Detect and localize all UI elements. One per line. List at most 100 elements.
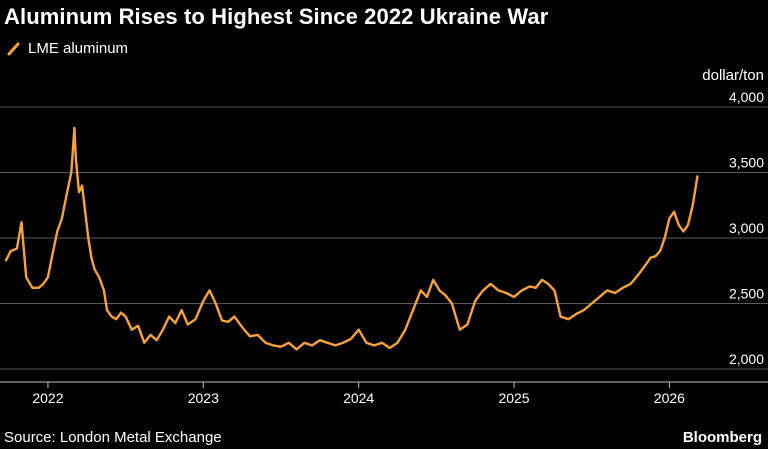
data-point-53 [295,348,298,350]
data-point-16 [78,191,80,193]
data-point-101 [650,257,652,259]
data-point-97 [622,287,624,289]
data-point-60 [350,338,352,340]
data-point-75 [459,329,461,331]
data-point-88 [553,289,556,291]
data-point-98 [630,283,632,285]
series-points [5,127,699,350]
source-note: Source: London Metal Exchange [4,429,222,446]
data-point-19 [87,237,89,239]
data-point-100 [645,263,647,265]
data-point-84 [529,285,531,288]
data-point-11 [61,217,63,219]
data-point-37 [181,309,183,311]
data-point-83 [521,289,523,291]
y-tick-label-4000: 4,000 [729,89,764,105]
data-point-28 [125,316,127,318]
y-tick-label-2000: 2,000 [729,351,764,367]
data-point-85 [535,287,537,289]
data-point-94 [598,296,601,298]
data-point-34 [162,329,164,331]
data-point-48 [257,334,259,336]
data-point-18 [84,211,86,213]
series-layer [4,126,699,351]
data-point-106 [673,211,675,213]
data-point-63 [373,344,375,346]
data-point-44 [227,321,229,323]
data-point-65 [389,347,391,349]
data-point-108 [682,230,685,232]
data-point-0 [5,259,7,261]
data-point-70 [426,296,428,298]
data-point-23 [103,289,105,291]
data-point-42 [215,302,217,305]
data-point-92 [583,309,585,311]
data-point-13 [70,171,72,174]
data-point-32 [149,334,152,336]
data-point-107 [678,224,680,226]
x-tick-label-2026: 2026 [654,390,685,406]
data-point-78 [482,289,484,291]
data-point-38 [187,323,189,326]
data-point-69 [420,289,422,291]
data-point-111 [696,175,699,177]
data-point-86 [541,279,543,281]
data-point-79 [490,283,492,285]
data-point-17 [81,185,83,187]
x-tick-label-2024: 2024 [343,390,374,406]
x-tick-label-2025: 2025 [498,390,529,406]
data-point-24 [106,309,108,311]
data-point-29 [131,329,133,331]
data-point-43 [221,319,223,322]
legend-label: LME aluminum [28,40,129,57]
data-point-3 [20,221,23,223]
data-point-95 [606,289,608,291]
data-point-77 [474,300,476,302]
y-tick-label-2500: 2,500 [729,286,764,302]
data-point-72 [438,289,441,291]
data-point-96 [614,292,616,294]
data-point-2 [16,247,18,250]
data-point-56 [319,339,321,341]
data-point-61 [358,329,360,331]
data-point-105 [668,217,671,219]
data-point-35 [168,316,170,318]
data-point-103 [659,250,661,252]
data-point-31 [143,342,145,344]
data-point-66 [396,342,399,344]
data-point-52 [288,342,290,344]
data-point-91 [575,313,577,315]
data-point-21 [94,268,96,270]
data-point-58 [334,344,336,346]
data-point-76 [466,323,468,326]
chart-title: Aluminum Rises to Highest Since 2022 Ukr… [4,4,549,29]
data-point-102 [654,255,657,257]
x-tick-label-2023: 2023 [188,390,219,406]
data-point-47 [249,335,251,337]
x-tick-label-2022: 2022 [32,390,63,406]
data-point-99 [637,274,639,276]
data-point-14 [73,127,75,129]
data-point-1 [10,250,12,252]
data-point-87 [547,283,549,285]
data-point-90 [567,318,570,320]
data-point-109 [687,224,689,226]
data-point-82 [513,296,515,298]
data-point-62 [365,342,367,344]
data-point-25 [111,316,113,318]
y-axis-unit-label: dollar/ton [702,67,764,84]
y-tick-label-3000: 3,000 [729,220,764,236]
data-point-7 [42,283,44,285]
x-axis: 2022 2023 2024 2025 2026 [0,381,768,406]
data-point-71 [432,279,434,281]
data-point-67 [404,329,406,331]
data-point-22 [98,276,100,278]
data-point-50 [272,344,274,346]
data-point-57 [327,342,329,344]
data-point-68 [412,309,414,311]
data-point-41 [208,289,211,291]
data-point-20 [90,257,92,259]
data-point-6 [38,287,40,289]
data-point-39 [194,318,197,320]
